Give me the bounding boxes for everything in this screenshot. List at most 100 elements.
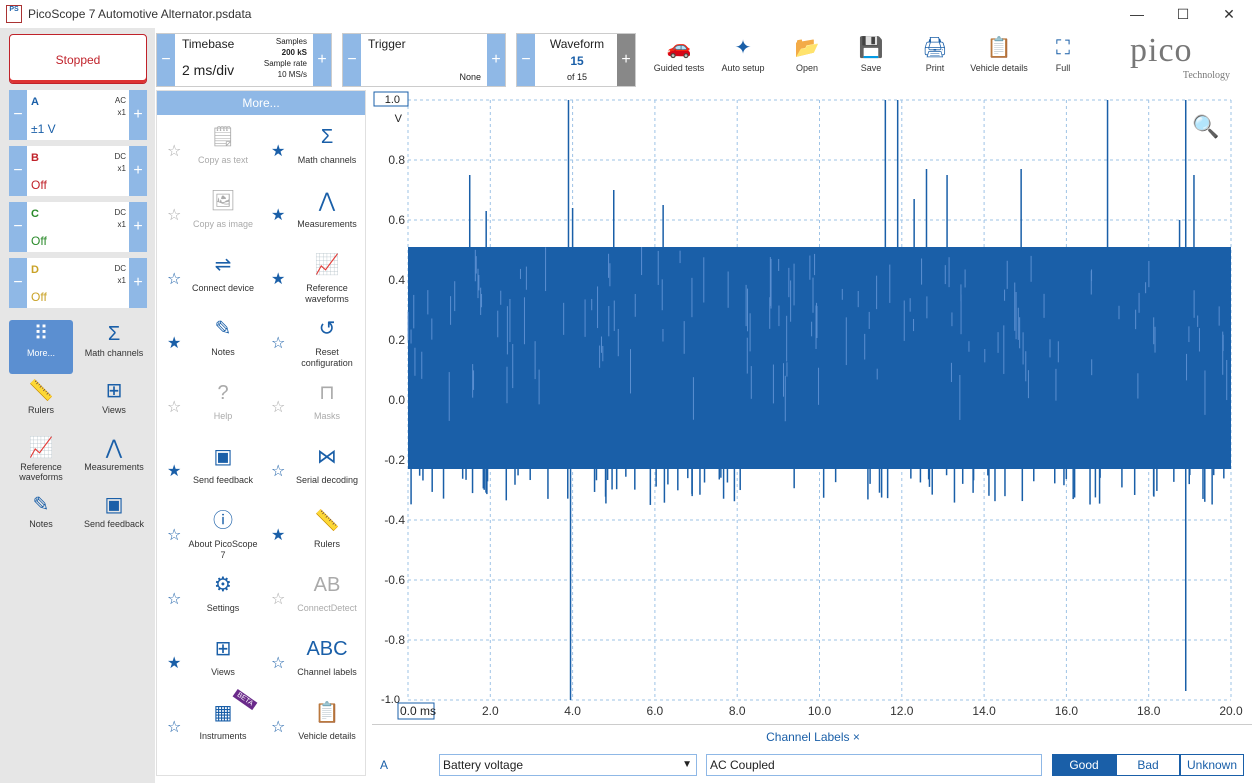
channel-a-range-increase-button[interactable]: + xyxy=(129,90,147,140)
mask-icon: ⊓ xyxy=(319,382,335,404)
channel-d-range-increase-button[interactable]: + xyxy=(129,258,147,308)
more-item-about-picoscope-7[interactable]: ☆ ⓘ About PicoScope 7 xyxy=(157,501,261,565)
usb-icon: ⇌ xyxy=(214,254,232,276)
more-item-help[interactable]: ☆? Help xyxy=(157,373,261,437)
more-item-rulers[interactable]: ★ 📏 Rulers xyxy=(261,501,365,565)
rating-bad-button[interactable]: Bad xyxy=(1116,754,1180,776)
close-icon[interactable]: × xyxy=(852,730,860,744)
star-filled-icon[interactable]: ★ xyxy=(167,655,182,672)
channel-a-range-decrease-button[interactable]: − xyxy=(9,90,27,140)
more-tool-button[interactable]: ⠿ More... xyxy=(9,320,73,374)
more-item-copy-as-text[interactable]: ☆ 🗒 Copy as text xyxy=(157,117,261,181)
star-outline-icon[interactable]: ☆ xyxy=(271,399,286,416)
auto-setup-button[interactable]: ✦ Auto setup xyxy=(713,33,773,81)
star-outline-icon[interactable]: ☆ xyxy=(271,591,286,608)
star-outline-icon[interactable]: ☆ xyxy=(271,335,286,352)
channel-d-box[interactable]: − D DC x1 Off + xyxy=(9,258,147,308)
star-filled-icon[interactable]: ★ xyxy=(271,143,286,160)
views-tool-button[interactable]: ⊞ Views xyxy=(82,377,146,431)
more-item-connectdetect[interactable]: ☆ AB ConnectDetect xyxy=(261,565,365,629)
more-item-send-feedback[interactable]: ★ ▣ Send feedback xyxy=(157,437,261,501)
rating-good-button[interactable]: Good xyxy=(1052,754,1116,776)
more-item-serial-decoding[interactable]: ☆ ⋈ Serial decoding xyxy=(261,437,365,501)
star-outline-icon[interactable]: ☆ xyxy=(167,271,182,288)
notes-tool-button[interactable]: ✎ Notes xyxy=(9,491,73,545)
more-item-measurements[interactable]: ★ ⋀ Measurements xyxy=(261,181,365,245)
rating-unknown-button[interactable]: Unknown xyxy=(1180,754,1244,776)
scope-view[interactable]: 0.8 0.6 0.4 0.2 0.0 -0.2 -0.4 -0.6 -0.8 2.0 4.0 6.0… xyxy=(372,90,1252,720)
more-item-label: Send feedback xyxy=(192,475,254,485)
waveform-next-button[interactable]: + xyxy=(617,34,635,86)
channel-note-input[interactable]: AC Coupled xyxy=(706,754,1042,776)
vehicle-details-button[interactable]: 📋 Vehicle details xyxy=(969,33,1029,81)
more-item-notes[interactable]: ★ ✎ Notes xyxy=(157,309,261,373)
more-item-instruments[interactable]: ☆ ▦ Instruments BETA xyxy=(157,688,261,757)
reference-waveforms-tool-button[interactable]: 📈 Reference waveforms xyxy=(9,434,73,488)
print-button[interactable]: 🖨 Print xyxy=(905,33,965,81)
more-item-label: About PicoScope 7 xyxy=(188,539,258,560)
channel-b-coupling: DC x1 xyxy=(114,152,126,173)
star-outline-icon[interactable]: ☆ xyxy=(271,655,286,672)
more-item-reference-waveforms[interactable]: ★ 📈 Reference waveforms xyxy=(261,245,365,309)
star-outline-icon[interactable]: ☆ xyxy=(167,591,182,608)
channel-b-range-increase-button[interactable]: + xyxy=(129,146,147,196)
star-outline-icon[interactable]: ☆ xyxy=(167,719,182,736)
more-item-settings[interactable]: ☆ ⚙ Settings xyxy=(157,565,261,629)
channel-c-range-increase-button[interactable]: + xyxy=(129,202,147,252)
channel-c-range-decrease-button[interactable]: − xyxy=(9,202,27,252)
channel-c-box[interactable]: − C DC x1 Off + xyxy=(9,202,147,252)
star-outline-icon[interactable]: ☆ xyxy=(271,719,286,736)
channel-b-range-decrease-button[interactable]: − xyxy=(9,146,27,196)
star-outline-icon[interactable]: ☆ xyxy=(271,463,286,480)
minimize-button[interactable]: — xyxy=(1130,6,1144,22)
channel-labels-icon: ABC xyxy=(306,638,348,660)
star-filled-icon[interactable]: ★ xyxy=(167,335,182,352)
star-filled-icon[interactable]: ★ xyxy=(167,463,182,480)
more-item-copy-as-image[interactable]: ☆ 🖼 Copy as image xyxy=(157,181,261,245)
star-filled-icon[interactable]: ★ xyxy=(271,207,286,224)
star-outline-icon[interactable]: ☆ xyxy=(167,207,182,224)
trigger-decrease-button[interactable]: − xyxy=(343,34,361,86)
star-outline-icon[interactable]: ☆ xyxy=(167,527,182,544)
feedback-icon: ▣ xyxy=(213,446,233,468)
star-outline-icon[interactable]: ☆ xyxy=(167,399,182,416)
more-item-masks[interactable]: ☆ ⊓ Masks xyxy=(261,373,365,437)
maximize-button[interactable]: ☐ xyxy=(1176,6,1190,22)
more-item-connect-device[interactable]: ☆ ⇌ Connect device xyxy=(157,245,261,309)
more-item-views[interactable]: ★ ⊞ Views xyxy=(157,629,261,693)
waveform-current[interactable]: 15 xyxy=(570,54,584,68)
open-button[interactable]: 📂 Open xyxy=(777,33,837,81)
timebase-increase-button[interactable]: + xyxy=(313,34,331,86)
channel-labels-tab[interactable]: Channel Labels × xyxy=(766,730,860,744)
zoom-icon[interactable]: 🔍 xyxy=(1192,112,1219,139)
trigger-mode[interactable]: None xyxy=(459,72,481,82)
star-filled-icon[interactable]: ★ xyxy=(271,271,286,288)
channel-d-range-decrease-button[interactable]: − xyxy=(9,258,27,308)
send-feedback-tool-button[interactable]: ▣ Send feedback xyxy=(82,491,146,545)
info-icon: ⓘ xyxy=(213,510,233,532)
more-item-label: Instruments xyxy=(199,731,247,741)
channel-a-box[interactable]: − A AC x1 ±1 V + xyxy=(9,90,147,140)
math-channels-tool-button[interactable]: Σ Math channels xyxy=(82,320,146,374)
save-button[interactable]: 💾 Save xyxy=(841,33,901,81)
star-outline-icon[interactable]: ☆ xyxy=(167,143,182,160)
timebase-value[interactable]: 2 ms/div xyxy=(182,62,235,78)
more-item-label: Masks xyxy=(313,411,340,421)
guided-tests-button[interactable]: 🚗 Guided tests xyxy=(649,33,709,81)
run-stop-button[interactable]: Stopped xyxy=(9,34,147,84)
more-item-channel-labels[interactable]: ☆ ABC Channel labels xyxy=(261,629,365,693)
channel-b-box[interactable]: − B DC x1 Off + xyxy=(9,146,147,196)
rulers-tool-button[interactable]: 📏 Rulers xyxy=(9,377,73,431)
close-button[interactable]: ✕ xyxy=(1223,6,1235,22)
x-tick-label: 10.0 xyxy=(808,704,832,718)
trigger-increase-button[interactable]: + xyxy=(487,34,505,86)
full-screen-button[interactable]: ⛶ Full xyxy=(1033,33,1093,81)
timebase-decrease-button[interactable]: − xyxy=(157,34,175,86)
more-item-vehicle-details[interactable]: ☆ 📋 Vehicle details xyxy=(261,693,365,757)
more-item-math-channels[interactable]: ★ Σ Math channels xyxy=(261,117,365,181)
channel-label-select[interactable]: Battery voltage ▼ xyxy=(439,754,697,776)
star-filled-icon[interactable]: ★ xyxy=(271,527,286,544)
measurements-tool-button[interactable]: ⋀ Measurements xyxy=(82,434,146,488)
more-item-reset-configuration[interactable]: ☆ ↺ Reset configuration xyxy=(261,309,365,373)
waveform-previous-button[interactable]: − xyxy=(517,34,535,86)
